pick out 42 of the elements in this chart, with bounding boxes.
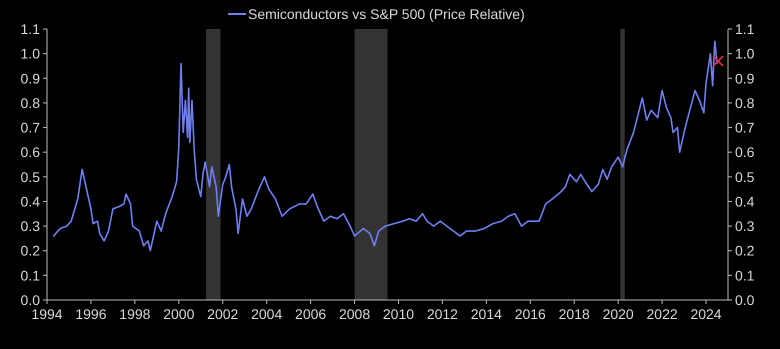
x-tick-label: 2024 (690, 306, 722, 322)
x-tick-label: 2002 (207, 306, 239, 322)
legend-label: Semiconductors vs S&P 500 (Price Relative) (248, 6, 525, 22)
y-tick-label: 0.9 (20, 70, 40, 86)
y-tick-label: 0.8 (20, 94, 40, 111)
y2-tick-label: 0.5 (735, 168, 755, 185)
x-tick-label: 1998 (119, 306, 151, 322)
y-tick-label: 0.6 (20, 144, 40, 160)
y-tick-label: 1.1 (20, 21, 40, 37)
y-tick-label: 0.0 (20, 292, 40, 308)
y-tick-label: 0.2 (20, 242, 40, 259)
y2-tick-label: 0.4 (735, 193, 755, 210)
x-tick-label: 2010 (382, 306, 414, 322)
x-tick-label: 2016 (514, 306, 546, 322)
y-tick-label: 1.0 (20, 46, 40, 62)
y2-tick-label: 0.9 (735, 70, 755, 86)
x-tick-label: 2004 (251, 306, 282, 322)
x-tick-label: 2012 (426, 306, 458, 322)
x-tick-label: 2014 (470, 306, 502, 322)
y-tick-label: 0.7 (20, 120, 40, 136)
x-tick-label: 2000 (163, 306, 195, 322)
x-tick-label: 2006 (295, 306, 326, 322)
x-tick-label: 2018 (558, 306, 590, 322)
line-series (52, 40, 718, 252)
y-tick-label: 0.4 (20, 193, 40, 210)
x-tick-label: 2020 (602, 306, 634, 322)
y-tick-label: 0.1 (20, 267, 40, 284)
x-tick-label: 2008 (338, 306, 370, 322)
x-tick-label: 2022 (646, 306, 678, 322)
y2-tick-label: 0.2 (735, 242, 755, 259)
y2-tick-label: 1.1 (735, 21, 755, 37)
x-tick-label: 1996 (75, 306, 107, 322)
y2-tick-label: 0.8 (735, 94, 755, 111)
y2-tick-label: 0.3 (735, 218, 755, 234)
y2-tick-label: 0.0 (735, 292, 755, 308)
x-tick-label: 1994 (31, 306, 63, 322)
y2-tick-label: 0.7 (735, 120, 755, 136)
y-tick-label: 0.5 (20, 168, 40, 185)
y2-tick-label: 1.0 (735, 46, 755, 62)
y-tick-label: 0.3 (20, 218, 40, 234)
y2-tick-label: 0.1 (735, 267, 755, 284)
y2-tick-label: 0.6 (735, 144, 755, 160)
